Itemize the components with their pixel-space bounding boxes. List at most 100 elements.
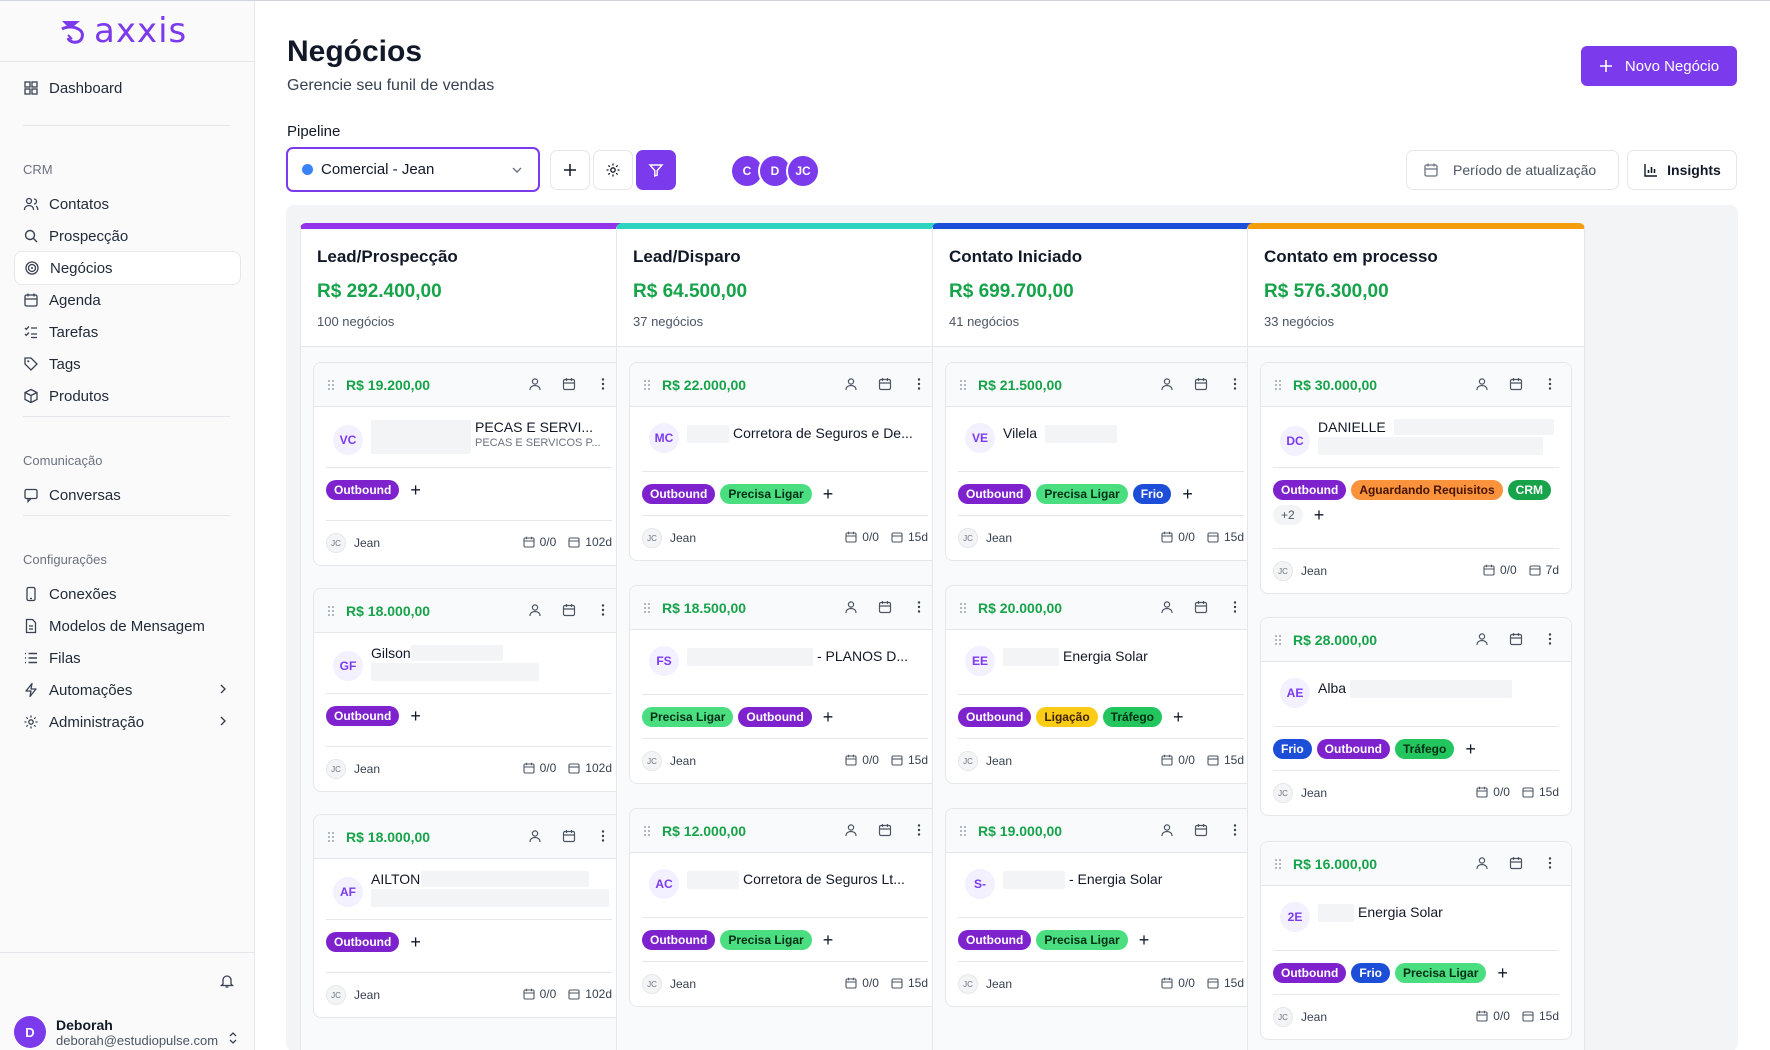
more-vertical-icon[interactable]: [912, 600, 926, 614]
person-icon[interactable]: [1475, 377, 1489, 391]
person-icon[interactable]: [1475, 856, 1489, 870]
calendar-icon[interactable]: [1509, 377, 1523, 391]
add-tag-button[interactable]: +: [822, 930, 834, 950]
calendar-icon[interactable]: [1509, 632, 1523, 646]
deal-tag[interactable]: Tráfego: [1394, 739, 1455, 759]
update-period-button[interactable]: Período de atualização: [1406, 150, 1619, 190]
deal-card[interactable]: R$ 20.000,00 EE Energia Solar Outbound Li…: [945, 585, 1257, 784]
drag-handle-icon[interactable]: [1273, 857, 1283, 871]
person-icon[interactable]: [844, 823, 858, 837]
add-tag-button[interactable]: +: [1138, 930, 1150, 950]
sidebar-item-tags[interactable]: Tags: [14, 347, 241, 381]
sidebar-item-agenda[interactable]: Agenda: [14, 283, 241, 317]
deal-tag[interactable]: Frio: [1132, 484, 1172, 504]
sidebar-item-dashboard[interactable]: Dashboard: [14, 71, 241, 105]
sidebar-item-conexoes[interactable]: Conexões: [14, 577, 241, 611]
add-tag-button[interactable]: +: [1182, 484, 1193, 504]
more-vertical-icon[interactable]: [1228, 823, 1242, 837]
add-tag-button[interactable]: +: [822, 484, 834, 504]
deal-card[interactable]: R$ 19.000,00 S- - Energia Solar Outbound…: [945, 808, 1257, 1007]
more-vertical-icon[interactable]: [1228, 377, 1242, 391]
person-icon[interactable]: [844, 600, 858, 614]
deal-tag[interactable]: Precisa Ligar: [720, 930, 812, 950]
drag-handle-icon[interactable]: [958, 378, 968, 392]
drag-handle-icon[interactable]: [642, 601, 652, 615]
deal-card[interactable]: R$ 30.000,00 DC DANIELLE Outbound Aguarda…: [1260, 362, 1572, 594]
deal-card[interactable]: R$ 21.500,00 VE Vilela Outbound Precisa L…: [945, 362, 1257, 561]
deal-tag[interactable]: Outbound: [326, 932, 400, 952]
sidebar-item-conversas[interactable]: Conversas: [14, 478, 241, 512]
more-vertical-icon[interactable]: [1543, 377, 1557, 391]
deal-tag[interactable]: Precisa Ligar: [1394, 963, 1487, 983]
calendar-icon[interactable]: [1509, 856, 1523, 870]
deal-tag[interactable]: Outbound: [1273, 480, 1347, 500]
person-icon[interactable]: [528, 829, 542, 843]
deal-tag[interactable]: Precisa Ligar: [1036, 484, 1128, 504]
brand-logo[interactable]: axxis: [0, 1, 254, 62]
drag-handle-icon[interactable]: [326, 604, 336, 618]
more-vertical-icon[interactable]: [912, 823, 926, 837]
pipeline-settings-button[interactable]: [593, 150, 633, 190]
drag-handle-icon[interactable]: [642, 378, 652, 392]
add-tag-button[interactable]: +: [1173, 707, 1184, 727]
deal-tag[interactable]: Outbound: [326, 706, 400, 726]
calendar-icon[interactable]: [1194, 600, 1208, 614]
user-filter-avatars[interactable]: C D JC: [730, 154, 820, 188]
more-vertical-icon[interactable]: [596, 377, 610, 391]
deal-card[interactable]: R$ 18.000,00 AF AILTON Outbound + JC Jean…: [313, 814, 625, 1018]
person-icon[interactable]: [528, 603, 542, 617]
deal-tag[interactable]: Precisa Ligar: [642, 707, 734, 727]
more-vertical-icon[interactable]: [596, 829, 610, 843]
deal-card[interactable]: R$ 18.000,00 GF Gilson Outbound + JC Jean…: [313, 588, 625, 792]
sidebar-item-automacoes[interactable]: Automações: [14, 673, 241, 707]
sidebar-item-filas[interactable]: Filas: [14, 641, 241, 675]
calendar-icon[interactable]: [878, 600, 892, 614]
drag-handle-icon[interactable]: [1273, 633, 1283, 647]
add-tag-button[interactable]: +: [410, 706, 421, 726]
person-icon[interactable]: [1160, 377, 1174, 391]
deal-tag[interactable]: Outbound: [958, 707, 1032, 727]
bell-icon[interactable]: [219, 973, 235, 989]
more-vertical-icon[interactable]: [1543, 856, 1557, 870]
pipeline-select[interactable]: Comercial - Jean: [286, 147, 540, 192]
add-tag-button[interactable]: +: [822, 707, 834, 727]
deal-tag[interactable]: CRM: [1507, 480, 1551, 500]
add-tag-button[interactable]: +: [1497, 963, 1508, 983]
sidebar-item-modelos-de-mensagem[interactable]: Modelos de Mensagem: [14, 609, 241, 643]
calendar-icon[interactable]: [878, 823, 892, 837]
calendar-icon[interactable]: [562, 377, 576, 391]
deal-tag[interactable]: Outbound: [326, 480, 400, 500]
user-filter-avatar[interactable]: JC: [786, 154, 820, 188]
sidebar-item-prospeccao[interactable]: Prospecção: [14, 219, 241, 253]
person-icon[interactable]: [528, 377, 542, 391]
add-tag-button[interactable]: +: [1465, 739, 1476, 759]
drag-handle-icon[interactable]: [958, 824, 968, 838]
user-menu[interactable]: D Deborah deborah@estudiopulse.com: [14, 1016, 218, 1048]
deal-tag[interactable]: Aguardando Requisitos: [1351, 480, 1503, 500]
deal-card[interactable]: R$ 18.500,00 FS - PLANOS D... Precisa Li…: [629, 585, 941, 784]
deal-tag[interactable]: Tráfego: [1102, 707, 1163, 727]
sidebar-item-produtos[interactable]: Produtos: [14, 379, 241, 413]
sidebar-item-contatos[interactable]: Contatos: [14, 187, 241, 221]
person-icon[interactable]: [1160, 600, 1174, 614]
deal-tag[interactable]: Outbound: [1316, 739, 1390, 759]
add-tag-button[interactable]: +: [410, 480, 421, 500]
deal-tag[interactable]: Outbound: [738, 707, 812, 727]
deal-tag[interactable]: Ligação: [1036, 707, 1098, 727]
deal-card[interactable]: R$ 19.200,00 VC PECAS E SERVI... PECAS E…: [313, 362, 625, 566]
deal-tag[interactable]: Outbound: [1273, 963, 1347, 983]
add-tag-button[interactable]: +: [1313, 505, 1325, 525]
deal-card[interactable]: R$ 22.000,00 MC Corretora de Seguros e D…: [629, 362, 941, 561]
deal-tag[interactable]: Outbound: [958, 930, 1032, 950]
drag-handle-icon[interactable]: [326, 830, 336, 844]
more-vertical-icon[interactable]: [596, 603, 610, 617]
drag-handle-icon[interactable]: [958, 601, 968, 615]
deal-tag[interactable]: Outbound: [642, 484, 716, 504]
deal-tag[interactable]: Outbound: [642, 930, 716, 950]
more-vertical-icon[interactable]: [1228, 600, 1242, 614]
insights-button[interactable]: Insights: [1627, 150, 1737, 190]
more-tags-badge[interactable]: +2: [1273, 505, 1303, 525]
calendar-icon[interactable]: [1194, 377, 1208, 391]
chevron-updown-icon[interactable]: [227, 1030, 239, 1046]
deal-tag[interactable]: Frio: [1273, 739, 1312, 759]
